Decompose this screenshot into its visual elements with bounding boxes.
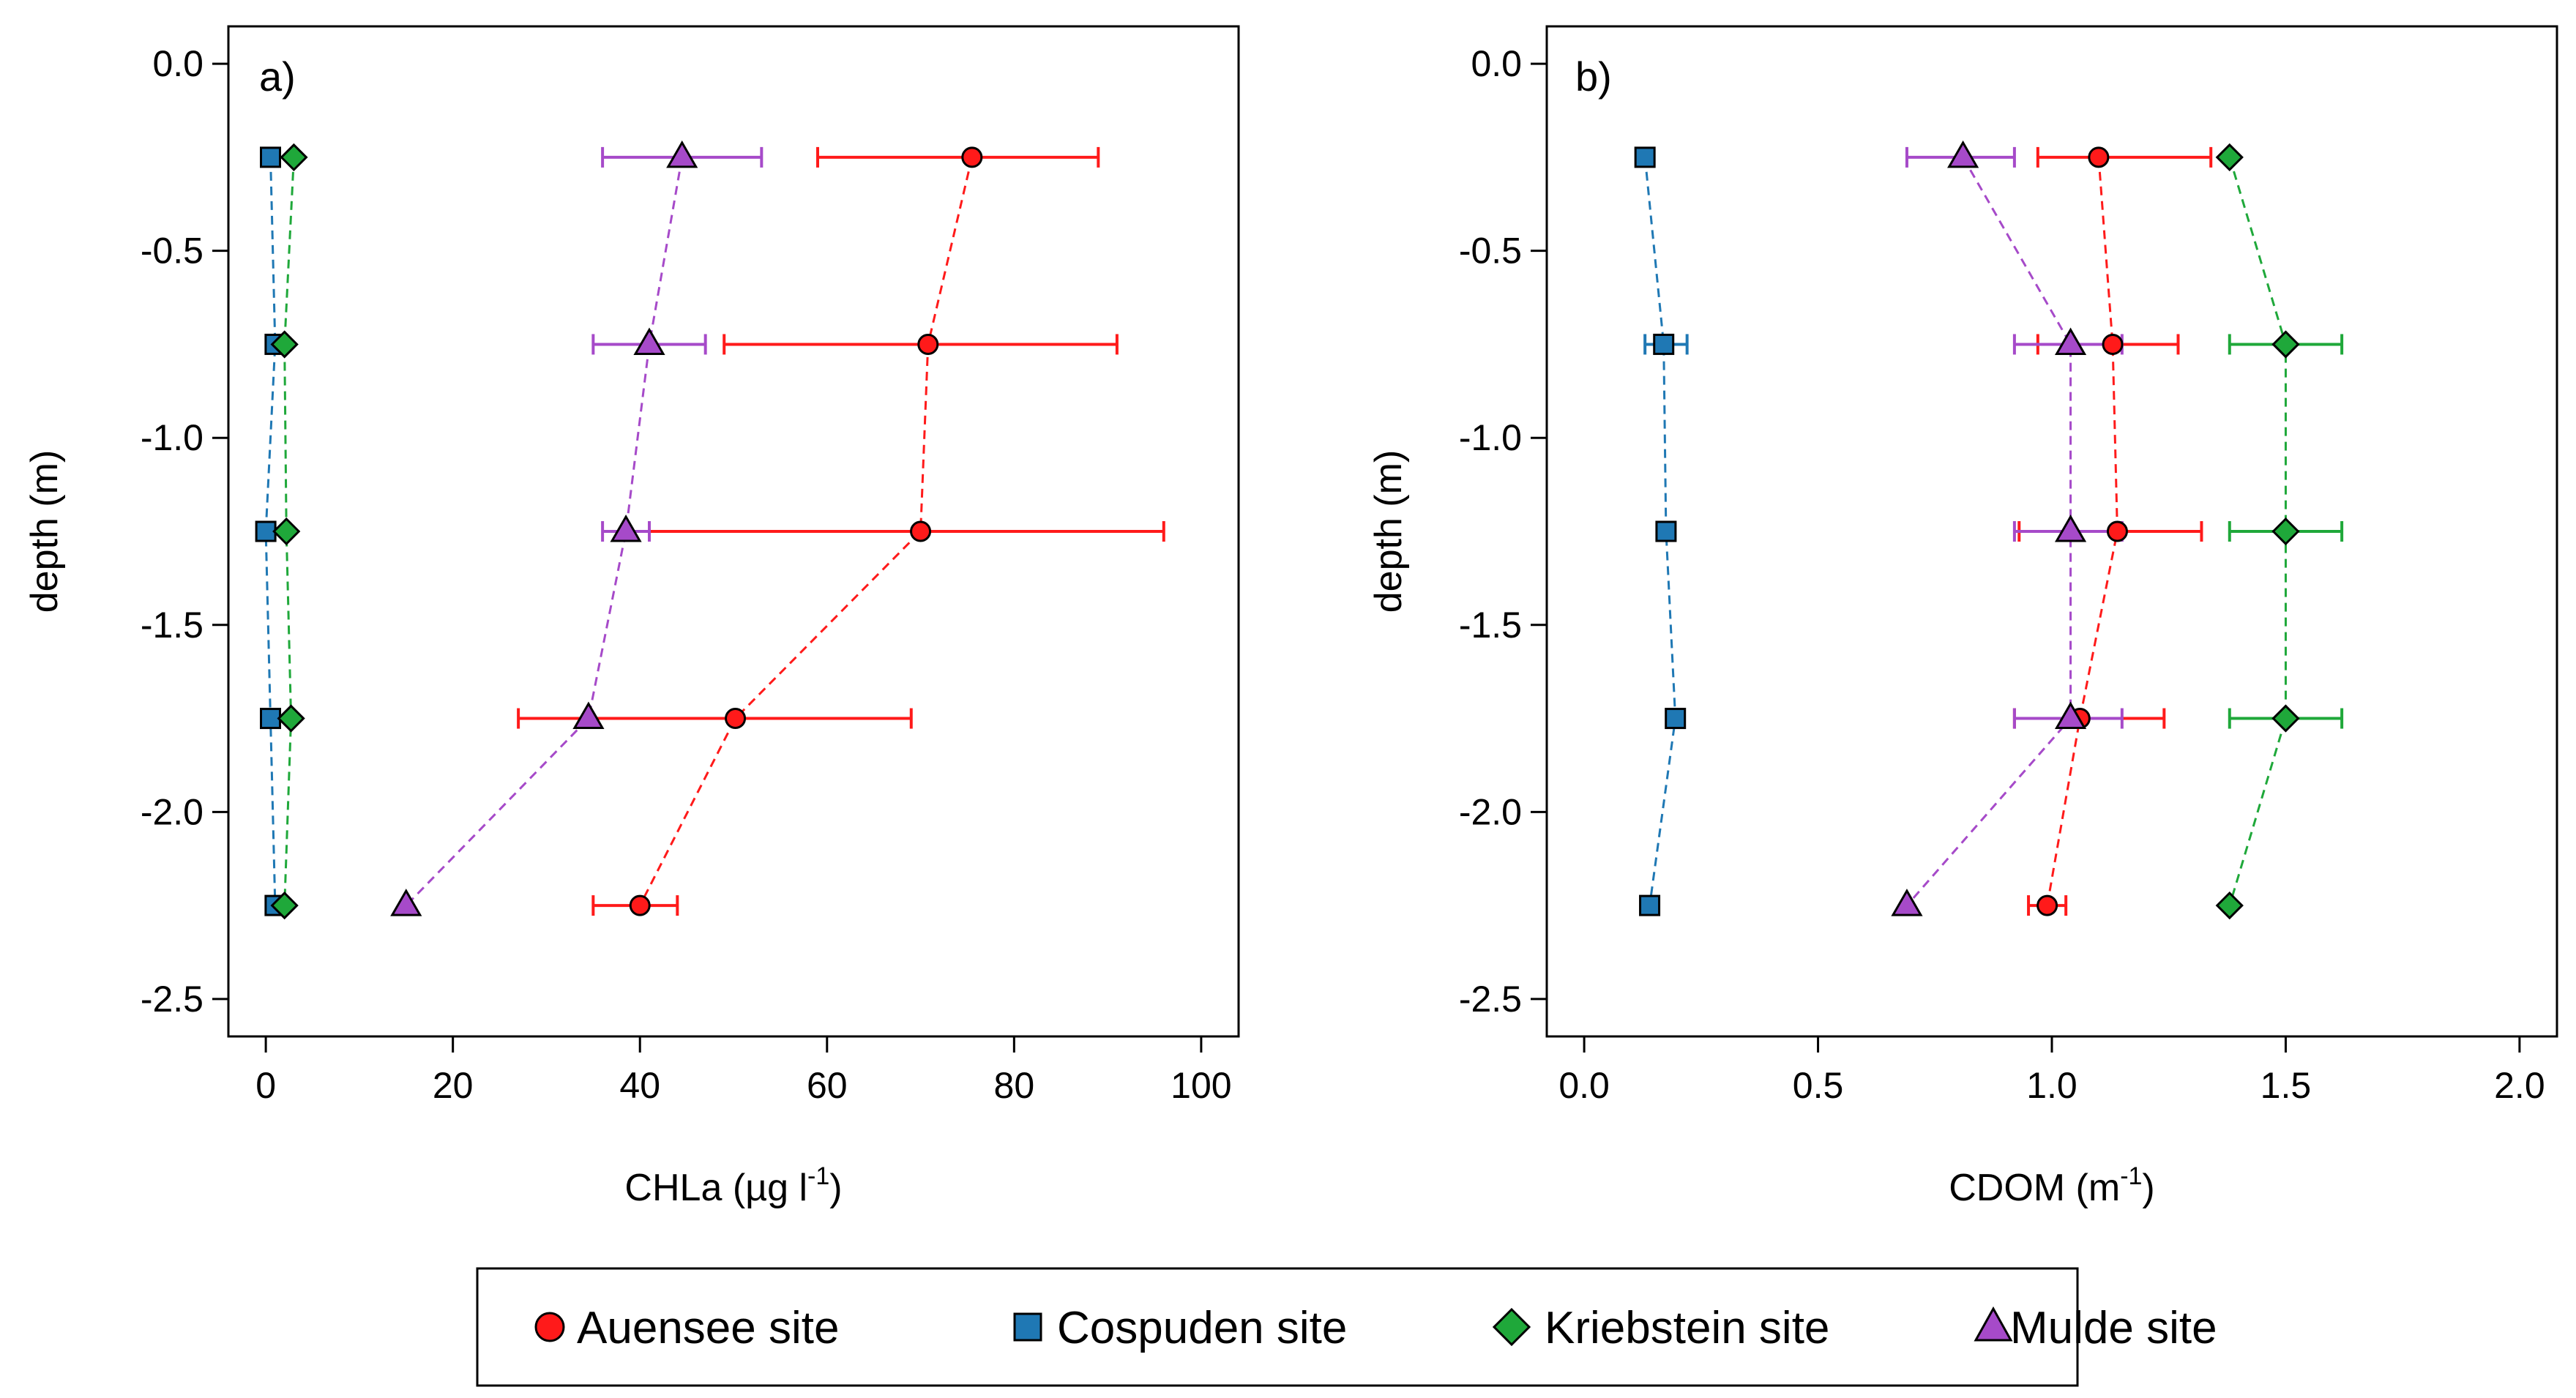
panel-b-points (1634, 140, 2300, 920)
panel-a-error-bars (517, 146, 1165, 916)
panel-b-cospuden-point (1634, 146, 1656, 168)
panel-a-x-tick-label: 20 (433, 1065, 474, 1106)
panel-b-mulde-point (2054, 327, 2087, 355)
panel-a-kriebstein-point (280, 143, 308, 172)
panel-b-x-tick-label: 2.0 (2494, 1065, 2545, 1106)
panel-b-mulde-point (1891, 889, 1923, 916)
panel-a-mulde-point (390, 889, 422, 916)
legend-item-mulde: Mulde site (1974, 1303, 2217, 1353)
panel-a-auensee-point (917, 333, 939, 355)
panel-b-label: b) (1575, 53, 1612, 100)
panel-b-x-tick-label: 0.0 (1558, 1065, 1610, 1106)
panel-b-auensee-point (2036, 894, 2058, 916)
panel-a-x-tick-label: 40 (619, 1065, 660, 1106)
panel-a-ticks: 0 20 40 60 80 100 0.0 -0.5 -1.0 -1.5 -2.0 -2.5 (141, 43, 1232, 1106)
panel-b-y-tick-label: -2.0 (1459, 791, 1522, 832)
panel-a-x-axis-title-sup: -1 (807, 1162, 829, 1190)
panel-b-cospuden-point (1639, 894, 1661, 916)
panel-a-x-axis-title-end: ) (829, 1167, 842, 1209)
panel-a-y-tick-label: -2.5 (141, 979, 204, 1020)
panel-b-cospuden-line (1643, 157, 1677, 906)
panel-a-chart: a) depth (m) CHLa (µg l-1) 0 20 40 60 80 1000… (23, 25, 1240, 1209)
panel-a-label: a) (259, 53, 296, 100)
panel-a-auensee-point (629, 894, 651, 916)
panel-b-auensee-point (2106, 520, 2128, 542)
panel-a-auensee-error-bar (648, 521, 1165, 542)
panel-b-auensee-point (2088, 146, 2110, 168)
panel-a-kriebstein-point (270, 330, 299, 359)
panel-b-error-bars (1643, 146, 2344, 916)
panel-b-x-tick-label: 1.0 (2026, 1065, 2077, 1106)
panel-a-x-tick-label: 80 (994, 1065, 1035, 1106)
legend-label-cospuden: Cospuden site (1057, 1303, 1347, 1353)
panel-b-mulde-point (2054, 701, 2087, 730)
legend: Auensee site Cospuden site Kriebstein si… (476, 1267, 2217, 1387)
panel-a-auensee-point (961, 146, 983, 168)
panel-a-x-axis-title-main: CHLa (µg l (624, 1167, 807, 1209)
panel-b-kriebstein-point (2271, 330, 2300, 359)
panel-b-x-axis-title-end: ) (2142, 1167, 2154, 1209)
panel-a-y-tick-label: 0.0 (152, 43, 204, 84)
panel-a-x-tick-label: 100 (1171, 1065, 1231, 1106)
panel-a-mulde-point (572, 701, 605, 730)
panel-a-mulde-point (666, 140, 698, 168)
panel-b-cospuden-point (1665, 708, 1687, 730)
panel-a-y-tick-label: -2.0 (141, 791, 204, 832)
panel-a-x-tick-label: 60 (807, 1065, 848, 1106)
triangle-icon (1974, 1306, 2013, 1342)
panel-b-kriebstein-point (2271, 704, 2300, 733)
panel-b-x-tick-label: 1.5 (2260, 1065, 2312, 1106)
panel-b-auensee-error-bar (2036, 146, 2213, 168)
circle-icon (534, 1312, 565, 1342)
panel-b-mulde-point (1947, 140, 1979, 168)
panel-a-auensee-point (910, 520, 932, 542)
legend-item-kriebstein: Kriebstein site (1492, 1303, 1829, 1353)
panel-a-x-axis-title: CHLa (µg l-1) (624, 1162, 842, 1209)
panel-a-mulde-point (610, 514, 642, 542)
diamond-icon (1492, 1307, 1531, 1347)
panel-a-y-tick-label: -1.5 (141, 605, 204, 646)
legend-label-auensee: Auensee site (577, 1303, 839, 1353)
panel-b-y-tick-label: 0.0 (1471, 43, 1522, 84)
panel-a-kriebstein-point (277, 704, 305, 733)
panel-b-y-tick-label: -0.5 (1459, 231, 1522, 272)
legend-label-mulde: Mulde site (2010, 1303, 2217, 1353)
panel-a-cospuden-point (255, 520, 277, 542)
panel-a-y-tick-label: -0.5 (141, 231, 204, 272)
panel-a-frame (227, 25, 1240, 1038)
panel-a-kriebstein-point (272, 517, 301, 546)
panel-b-mulde-point (2054, 514, 2087, 542)
panel-b-x-tick-label: 0.5 (1793, 1065, 1844, 1106)
panel-b-x-axis-title: CDOM (m-1) (1949, 1162, 2155, 1209)
panel-a-cospuden-point (260, 146, 281, 168)
legend-box (476, 1267, 2079, 1387)
panel-b-cospuden-point (1653, 333, 1675, 355)
panel-b-ticks: 0.0 0.5 1.0 1.5 2.0 0.0 -0.5 -1.0 -1.5 -2.0 -2.5 (1459, 43, 2545, 1106)
panel-b-auensee-point (2102, 333, 2124, 355)
legend-label-kriebstein: Kriebstein site (1545, 1303, 1829, 1353)
panel-b-kriebstein-point (2215, 143, 2244, 172)
panel-b-cospuden-point (1655, 520, 1677, 542)
legend-item-auensee: Auensee site (534, 1303, 839, 1353)
panel-a-x-tick-label: 0 (255, 1065, 276, 1106)
panel-b-chart: b) depth (m) CDOM (m-1) 0.0 0.5 1.0 1.5 2.00… (1367, 25, 2558, 1209)
panel-a-points (255, 140, 983, 920)
panel-a-mulde-point (633, 327, 665, 355)
legend-item-cospuden: Cospuden site (1013, 1303, 1347, 1353)
panel-a-auensee-point (725, 708, 747, 730)
panel-b-x-axis-title-sup: -1 (2120, 1162, 2142, 1190)
panel-b-y-tick-label: -1.5 (1459, 605, 1522, 646)
panel-a-y-axis-title: depth (m) (23, 450, 66, 613)
panel-a-kriebstein-point (270, 891, 299, 920)
panel-b-y-axis-title: depth (m) (1367, 450, 1410, 613)
square-icon (1013, 1312, 1042, 1342)
panel-b-kriebstein-point (2271, 517, 2300, 546)
panel-b-y-tick-label: -2.5 (1459, 979, 1522, 1020)
panel-a-y-tick-label: -1.0 (141, 417, 204, 458)
panel-b-y-tick-label: -1.0 (1459, 417, 1522, 458)
panel-a-auensee-error-bar (816, 146, 1100, 168)
panel-b-kriebstein-point (2215, 891, 2244, 920)
panel-b-x-axis-title-main: CDOM (m (1949, 1167, 2120, 1209)
